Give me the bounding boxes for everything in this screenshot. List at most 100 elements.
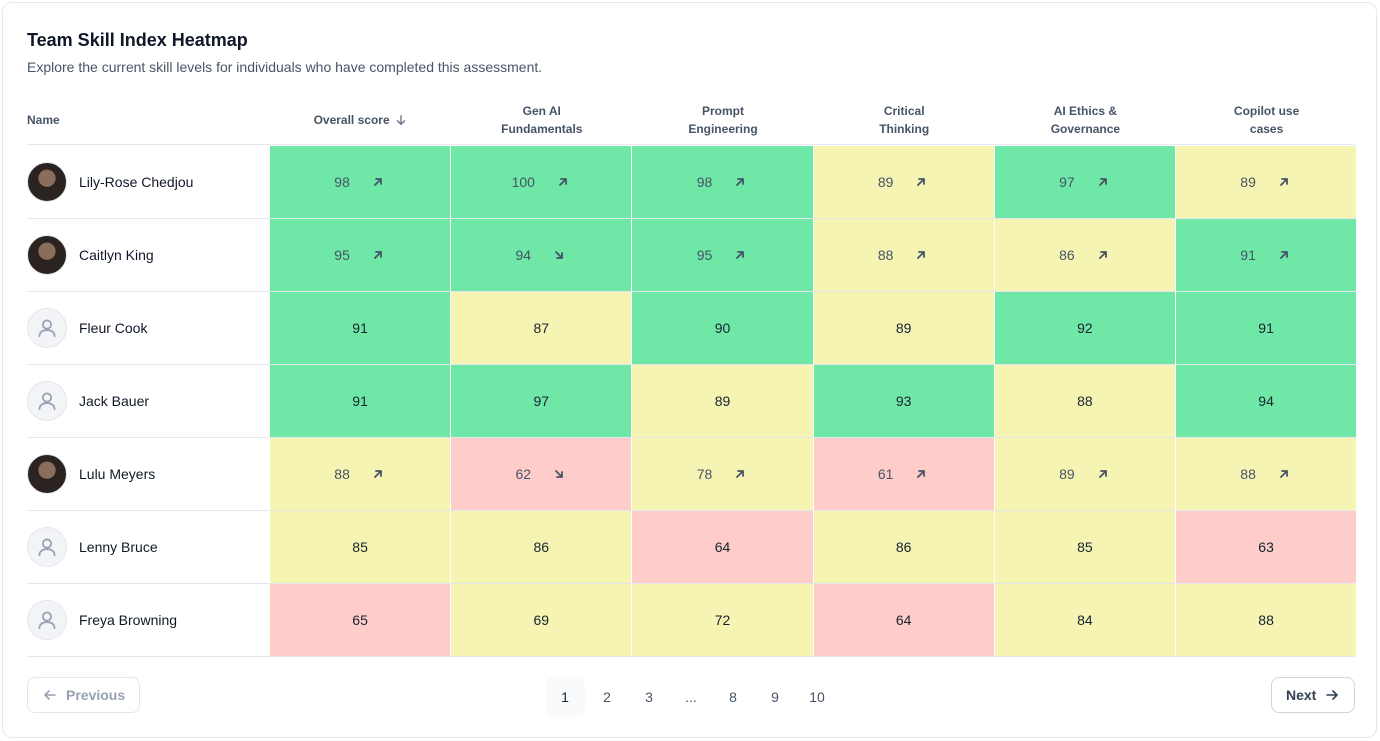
trend-up-icon-svg <box>1098 251 1107 259</box>
trend-up-icon-svg <box>736 251 745 259</box>
heat-cell: 94 <box>1176 365 1357 437</box>
heat-cell: 92 <box>994 292 1175 364</box>
person: Jack Bauer <box>27 365 149 437</box>
heat-cell: 100 <box>451 146 632 218</box>
person: Caitlyn King <box>27 219 154 291</box>
cell-value: 84 <box>1077 612 1093 628</box>
cell-value: 90 <box>714 320 731 336</box>
heat-cell: 91 <box>1176 292 1357 364</box>
trend-up-icon-svg <box>917 178 926 186</box>
page-button[interactable]: 8 <box>729 689 737 705</box>
trend-up-icon <box>722 247 748 263</box>
cell-value: 61 <box>877 466 894 482</box>
trend-up-icon-svg <box>736 178 745 186</box>
trend-up-icon-svg <box>1279 251 1288 259</box>
arrow-left-icon <box>44 690 56 700</box>
cell-value: 89 <box>877 174 894 190</box>
trend-up-icon-svg <box>373 178 382 186</box>
cell-value: 100 <box>511 174 535 190</box>
column-header: AI Ethics & Governance <box>995 95 1176 145</box>
heat-cell: 88 <box>994 365 1175 437</box>
trend-up-icon-svg <box>917 251 926 259</box>
heat-cell: 93 <box>813 365 994 437</box>
trend-down-icon-svg <box>555 470 563 478</box>
cell-value: 97 <box>1059 174 1075 190</box>
column-header: Copilot use cases <box>1176 95 1357 145</box>
heat-cell: 89 <box>813 292 994 364</box>
trend-up-icon <box>722 174 748 190</box>
column-header: Critical Thinking <box>814 95 995 145</box>
cell-value: 88 <box>334 466 350 482</box>
column-label: Overall score <box>313 113 390 127</box>
heat-cell: 98 <box>270 146 451 218</box>
cell-value: 95 <box>696 247 713 263</box>
heat-cell: 87 <box>451 292 632 364</box>
page-button[interactable]: ... <box>685 689 697 705</box>
page-button[interactable]: 2 <box>603 689 611 705</box>
heat-cell: 64 <box>632 511 813 583</box>
user-icon <box>36 609 58 631</box>
column-header: Gen AI Fundamentals <box>451 95 632 145</box>
avatar <box>27 381 67 421</box>
cell-value: 89 <box>1059 466 1075 482</box>
cell-value: 85 <box>352 539 368 555</box>
column-label: Gen AI Fundamentals <box>501 104 583 136</box>
trend-up-icon <box>903 247 929 263</box>
heat-cell: 61 <box>813 438 994 510</box>
heat-cell: 69 <box>451 584 632 656</box>
table-row: Jack Bauer 91 97 89 93 88 94 <box>27 365 1357 438</box>
trend-up-icon <box>903 174 929 190</box>
user-icon <box>36 390 58 412</box>
page-button[interactable]: 1 <box>545 677 585 717</box>
cell-value: 86 <box>533 539 550 555</box>
person: Freya Browning <box>27 584 177 656</box>
cell-value: 92 <box>1077 320 1093 336</box>
table-header: Name Overall score Gen AI Fundamentals Prom… <box>27 95 1355 145</box>
cell-value: 63 <box>1258 539 1274 555</box>
user-icon-svg <box>38 392 56 411</box>
trend-up-icon-svg <box>373 470 382 478</box>
subtitle: Explore the current skill levels for ind… <box>27 59 543 75</box>
trend-up-icon <box>360 247 386 263</box>
heat-cell: 88 <box>1176 438 1357 510</box>
next-button[interactable]: Next <box>1271 677 1356 713</box>
heat-cell: 88 <box>270 438 451 510</box>
user-icon-svg <box>38 319 56 338</box>
heat-cell: 85 <box>994 511 1175 583</box>
cell-value: 98 <box>334 174 350 190</box>
cell-value: 88 <box>1258 612 1274 628</box>
trend-up-icon-svg <box>373 251 382 259</box>
previous-button[interactable]: Previous <box>27 677 141 713</box>
sort-icon <box>394 113 408 127</box>
person: Fleur Cook <box>27 292 147 364</box>
user-icon-svg <box>38 611 56 630</box>
page-button[interactable]: 3 <box>645 689 653 705</box>
avatar <box>27 308 67 348</box>
trend-down-icon <box>541 466 567 482</box>
user-icon <box>36 317 58 339</box>
table-row: Fleur Cook 91 87 90 89 92 91 <box>27 292 1357 365</box>
cell-value: 88 <box>1240 466 1256 482</box>
cell-value: 98 <box>696 174 713 190</box>
trend-up-icon-svg <box>559 178 567 186</box>
cell-value: 85 <box>1077 539 1093 555</box>
trend-up-icon-svg <box>917 470 926 478</box>
trend-up-icon <box>360 174 386 190</box>
trend-up-icon-svg <box>1279 470 1288 478</box>
trend-up-icon <box>722 466 748 482</box>
page-button[interactable]: 10 <box>809 689 825 705</box>
heat-cell: 65 <box>270 584 451 656</box>
heat-cell: 86 <box>994 219 1175 291</box>
column-label: AI Ethics & Governance <box>1050 104 1121 136</box>
trend-up-icon <box>1085 174 1111 190</box>
cell-value: 64 <box>714 539 731 555</box>
cell-value: 97 <box>533 393 550 409</box>
person-name: Fleur Cook <box>79 320 148 336</box>
cell-value: 88 <box>1077 393 1093 409</box>
page-button[interactable]: 9 <box>771 689 779 705</box>
cell-value: 78 <box>696 466 713 482</box>
cell-value: 91 <box>352 320 368 336</box>
heat-cell: 91 <box>270 292 451 364</box>
trend-up-icon <box>1085 466 1111 482</box>
heat-cell: 88 <box>813 219 994 291</box>
